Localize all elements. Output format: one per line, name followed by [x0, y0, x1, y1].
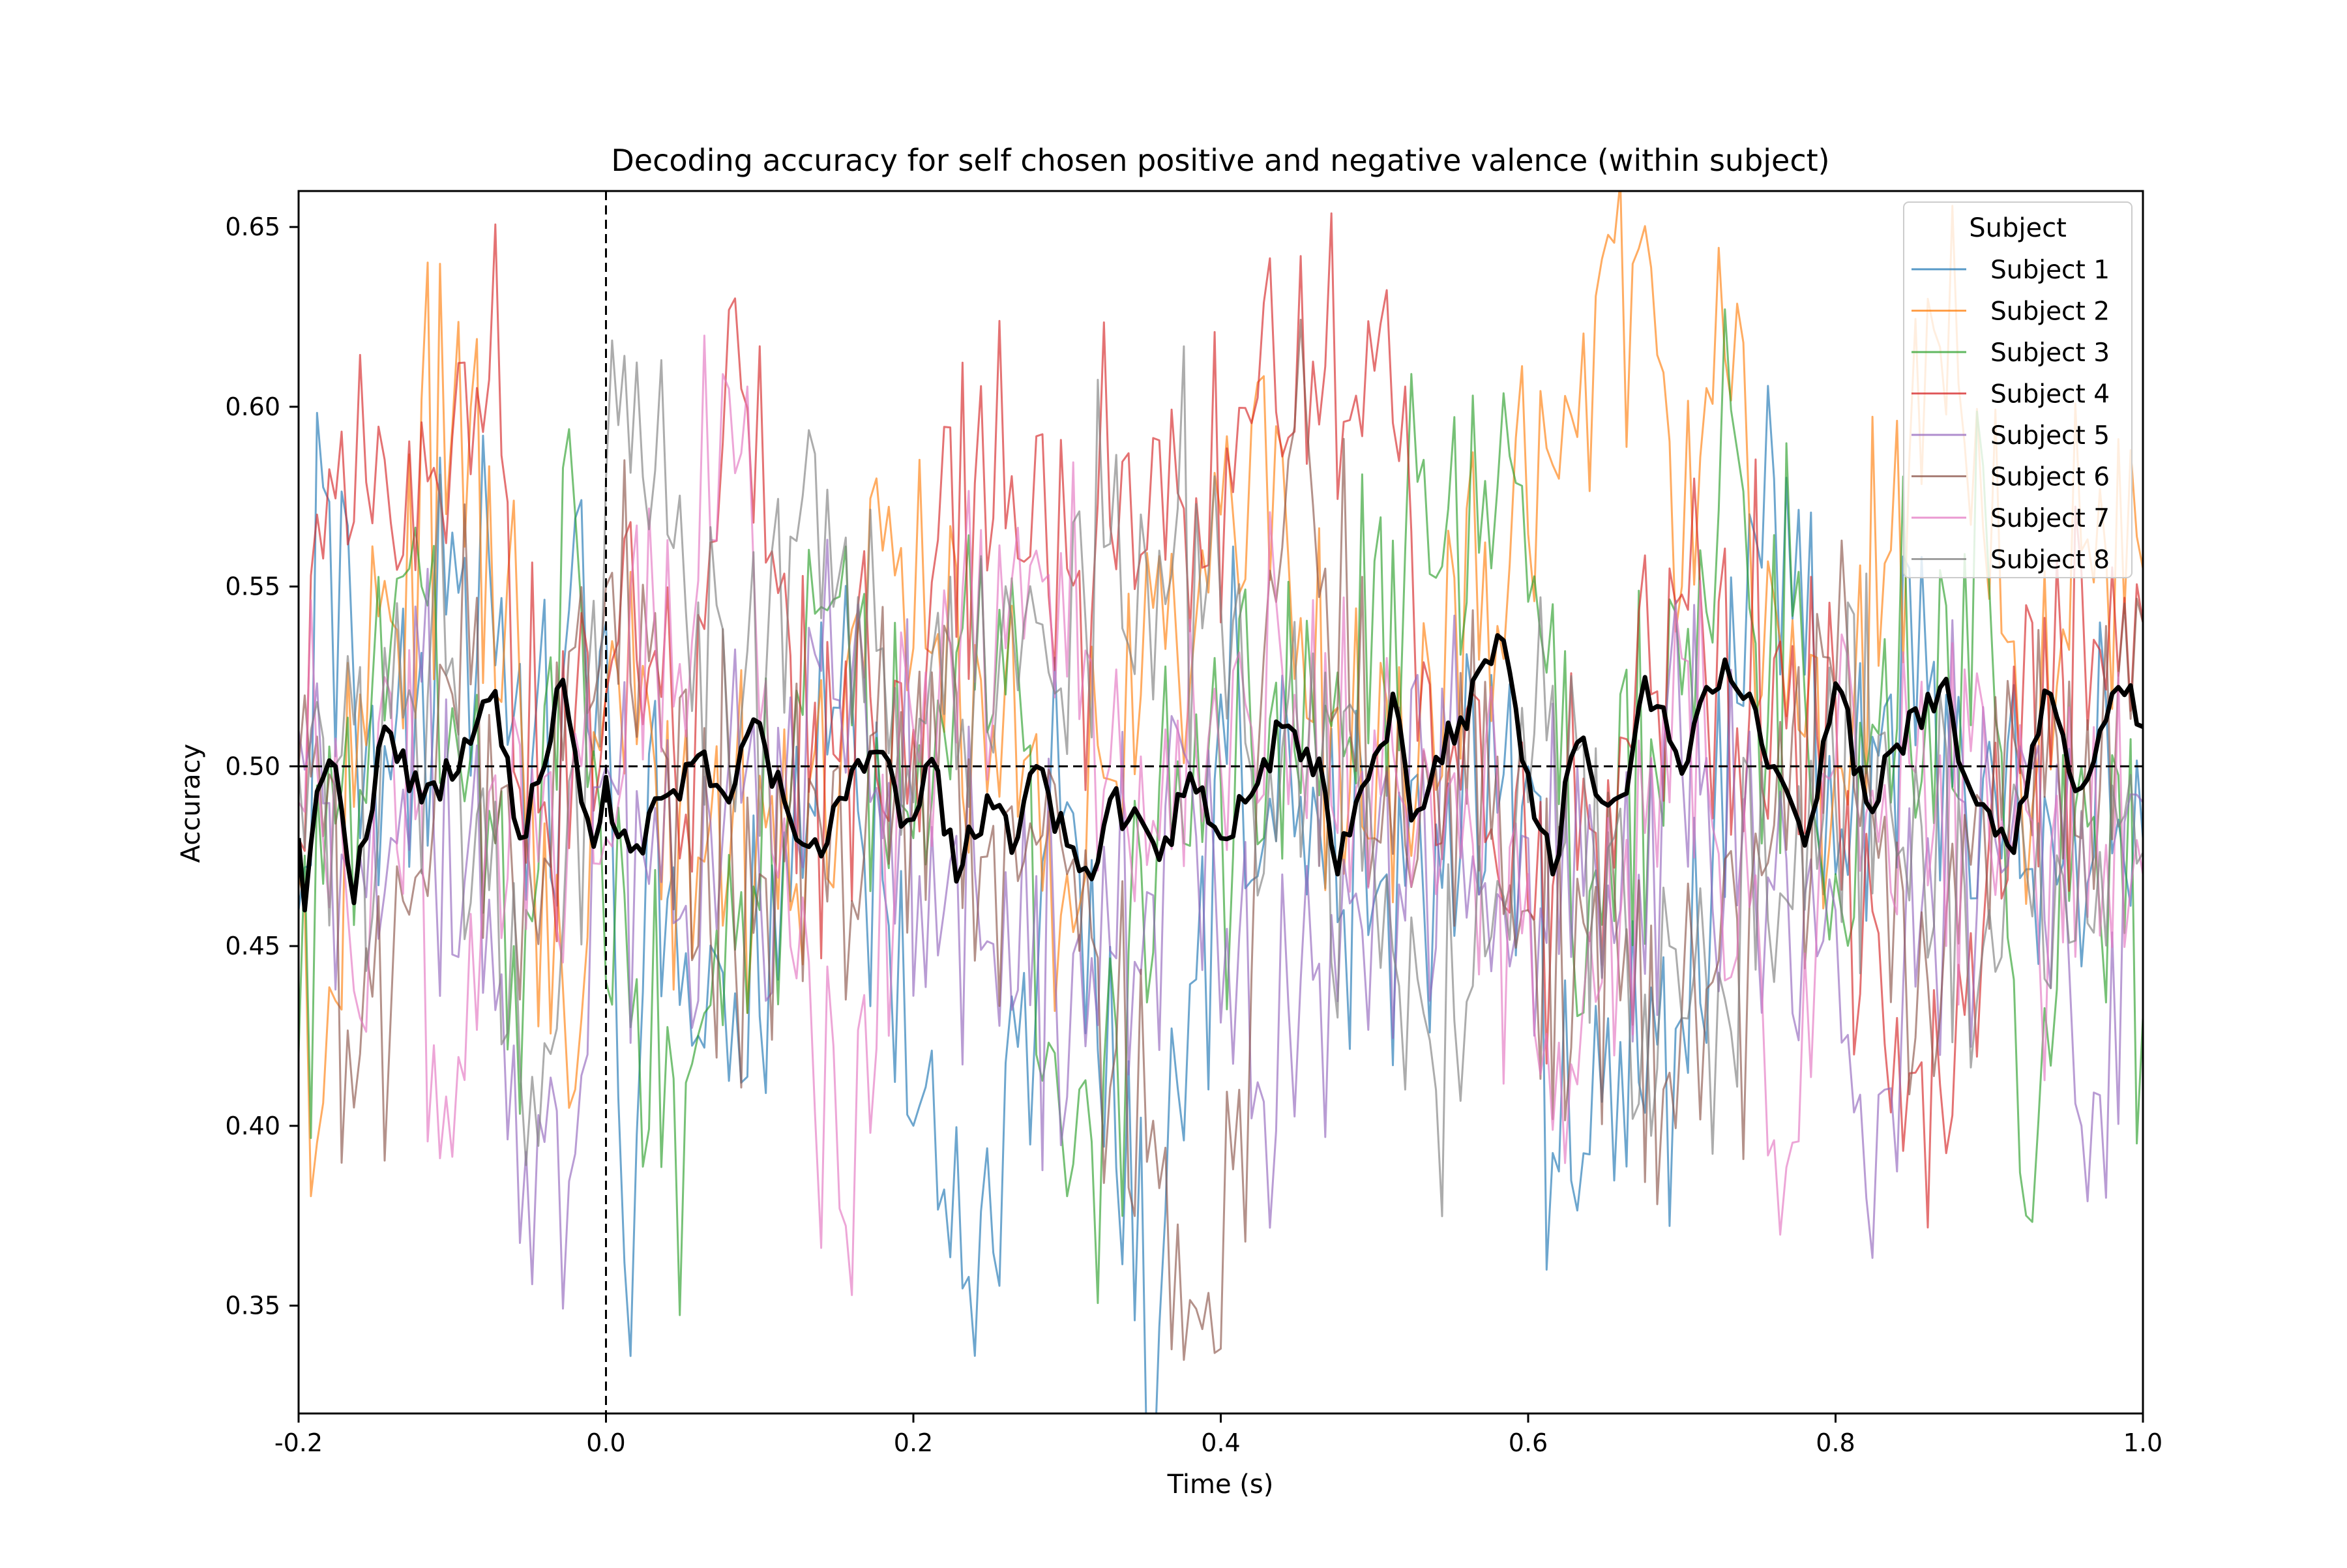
y-tick-label: 0.35 [225, 1292, 280, 1320]
legend-entries: Subject 1 Subject 2 Subject 3 Subject 4 Subj… [1912, 256, 2110, 575]
mean-layer [299, 633, 2143, 913]
reference-lines [299, 191, 2143, 1413]
axes-layer: -0.2 0.0 0.2 0.4 0.6 0.8 1.0 0.35 0.40 0.45 0.50 0.… [225, 190, 2162, 1457]
y-tick-label: 0.45 [225, 932, 280, 960]
x-tick-label: 0.8 [1816, 1428, 1855, 1457]
legend-label-subject-5: Subject 5 [1990, 421, 2110, 451]
y-tick-label: 0.55 [225, 572, 280, 601]
y-tick-label: 0.65 [225, 213, 280, 241]
chart-title: Decoding accuracy for self chosen positi… [611, 143, 1829, 178]
legend-label-subject-6: Subject 6 [1990, 463, 2110, 492]
legend-label-subject-7: Subject 7 [1990, 504, 2110, 533]
y-tick-label: 0.60 [225, 392, 280, 421]
y-tick-label: 0.50 [225, 752, 280, 780]
x-tick-label: -0.2 [274, 1428, 323, 1457]
y-axis-label: Accuracy [176, 744, 206, 863]
legend-label-subject-4: Subject 4 [1990, 380, 2110, 409]
legend-label-subject-3: Subject 3 [1990, 338, 2110, 368]
x-tick-label: 0.4 [1201, 1428, 1240, 1457]
legend-frame [1903, 201, 2133, 578]
x-tick-label: 0.2 [894, 1428, 933, 1457]
legend-label-subject-8: Subject 8 [1990, 546, 2110, 575]
legend-label-subject-2: Subject 2 [1990, 297, 2110, 327]
x-tick-label: 0.0 [586, 1428, 625, 1457]
x-tick-label: 1.0 [2123, 1428, 2162, 1457]
legend-title: Subject [1969, 213, 2067, 243]
mean-accuracy-line [299, 633, 2143, 913]
x-axis-label: Time (s) [1167, 1470, 1274, 1500]
y-tick-label: 0.40 [225, 1112, 280, 1140]
x-tick-label: 0.6 [1509, 1428, 1548, 1457]
legend-label-subject-1: Subject 1 [1990, 256, 2110, 285]
